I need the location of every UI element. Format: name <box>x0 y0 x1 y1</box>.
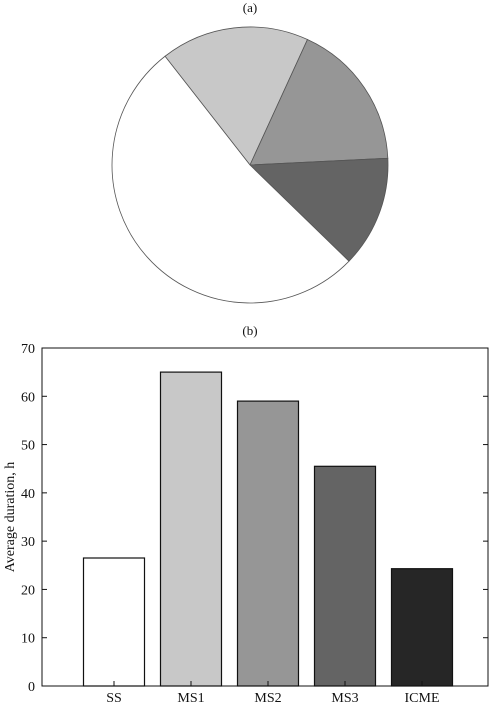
pie-slice-ms2 <box>249 38 389 166</box>
x-tick-label: MS3 <box>331 691 358 706</box>
pie-chart: (a) <box>111 0 389 304</box>
y-tick-label: 30 <box>21 535 35 550</box>
x-tick-labels: SS MS1 MS2 MS3 ICME <box>106 681 440 706</box>
y-axis-label: Average duration, h <box>3 462 18 573</box>
bar-ms1 <box>159 371 223 687</box>
x-tick-label: SS <box>106 691 122 706</box>
y-tick-label: 60 <box>21 390 35 405</box>
y-tick-label: 40 <box>21 487 35 502</box>
y-tick-label: 10 <box>21 632 35 647</box>
x-tick-label: ICME <box>405 691 440 706</box>
bar-ms3 <box>313 465 377 687</box>
pie-slice-ss <box>111 55 350 304</box>
bars <box>82 371 454 687</box>
bar-title: (b) <box>242 323 257 338</box>
bar-chart: (b) Average duration, h 010203040506070 … <box>3 323 489 706</box>
y-tick-label: 50 <box>21 439 35 454</box>
y-tick-label: 70 <box>21 342 35 357</box>
pie-slice-ms1 <box>164 26 309 166</box>
bar-ss <box>82 557 146 687</box>
y-tick-label: 20 <box>21 583 35 598</box>
pie-slice-ms3 <box>249 157 389 262</box>
pie-title: (a) <box>243 0 257 15</box>
bar-icme <box>390 568 454 687</box>
x-tick-label: MS2 <box>254 691 281 706</box>
y-tick-label: 0 <box>28 680 35 695</box>
y-ticks: 0 10 20 30 40 50 60 70 <box>21 342 488 695</box>
bar-ms2 <box>236 400 300 687</box>
pie-slices <box>111 26 389 304</box>
x-tick-label: MS1 <box>177 691 204 706</box>
